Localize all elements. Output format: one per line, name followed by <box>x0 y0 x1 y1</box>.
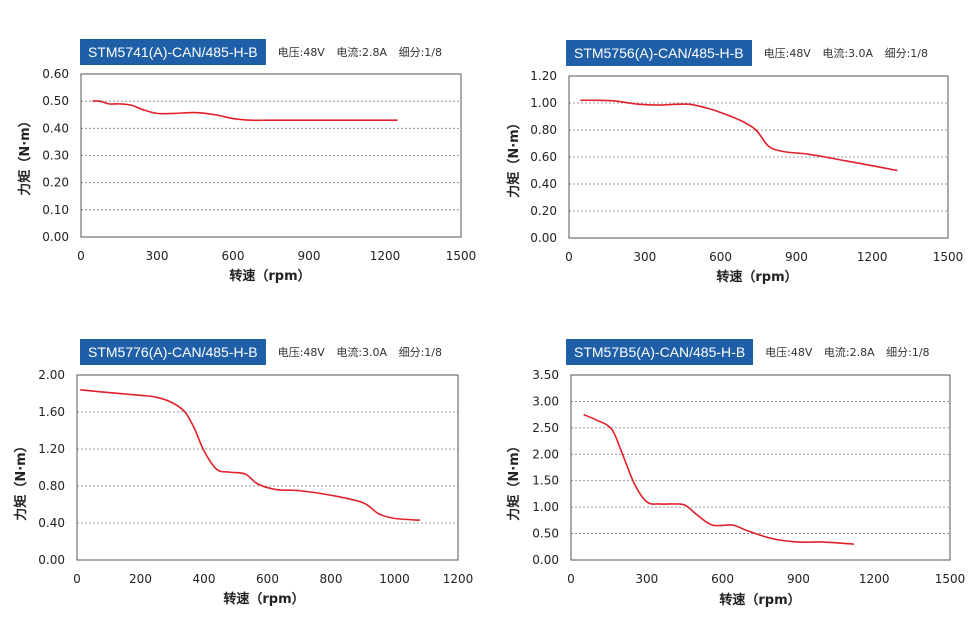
y-axis-title: 力矩（N·m） <box>17 114 33 195</box>
y-tick-label: 0.80 <box>38 479 65 493</box>
voltage-spec: 电压:48V <box>765 346 813 359</box>
y-axis-title: 力矩（N·m） <box>506 439 522 520</box>
y-tick-label: 1.00 <box>532 500 559 514</box>
torque-curve <box>580 99 898 172</box>
x-axis-title: 转速（rpm） <box>716 269 797 285</box>
y-tick-label: 0.20 <box>530 204 557 218</box>
model-label: STM5756(A)-CAN/485-H-B <box>566 40 752 66</box>
x-tick-label: 600 <box>256 572 279 586</box>
y-tick-label: 1.50 <box>532 474 559 488</box>
x-tick-label: 300 <box>146 249 169 263</box>
microstep-spec: 细分:1/8 <box>398 46 442 59</box>
x-tick-label: 1500 <box>933 250 964 264</box>
chart-header-1: STM5741(A)-CAN/485-H-B 电压:48V 电流:2.8A 细分… <box>80 39 450 65</box>
y-tick-label: 1.00 <box>530 96 557 110</box>
voltage-spec: 电压:48V <box>763 47 811 60</box>
y-axis-title: 力矩（N·m） <box>13 439 29 520</box>
y-tick-label: 2.00 <box>532 447 559 461</box>
chart-header-2: STM5756(A)-CAN/485-H-B 电压:48V 电流:3.0A 细分… <box>566 40 936 66</box>
plot-area <box>80 73 462 238</box>
y-tick-label: 0.40 <box>38 516 65 530</box>
x-tick-label: 400 <box>193 572 216 586</box>
y-tick-label: 0.00 <box>42 230 69 244</box>
y-tick-label: 3.00 <box>532 394 559 408</box>
x-tick-label: 900 <box>785 250 808 264</box>
chart-header-3: STM5776(A)-CAN/485-H-B 电压:48V 电流:3.0A 细分… <box>80 339 450 365</box>
y-tick-label: 0.00 <box>38 553 65 567</box>
x-tick-label: 800 <box>320 572 343 586</box>
chart-header-4: STM57B5(A)-CAN/485-H-B 电压:48V 电流:2.8A 细分… <box>566 339 938 365</box>
spec-text: 电压:48V 电流:3.0A 细分:1/8 <box>764 45 936 61</box>
y-tick-label: 0.60 <box>530 150 557 164</box>
y-tick-label: 0.10 <box>42 203 69 217</box>
model-label: STM5741(A)-CAN/485-H-B <box>80 39 266 65</box>
plot-area <box>76 374 459 561</box>
current-spec: 电流:3.0A <box>336 346 388 359</box>
y-tick-label: 0.20 <box>42 176 69 190</box>
y-tick-label: 1.60 <box>38 405 65 419</box>
x-tick-label: 900 <box>787 572 810 586</box>
torque-curve <box>80 389 420 522</box>
torque-curve <box>92 100 398 122</box>
current-spec: 电流:3.0A <box>822 47 874 60</box>
y-tick-label: 0.80 <box>530 123 557 137</box>
x-axis-title: 转速（rpm） <box>719 592 800 608</box>
x-tick-label: 600 <box>709 250 732 264</box>
spec-text: 电压:48V 电流:2.8A 细分:1/8 <box>278 44 450 60</box>
x-tick-label: 1500 <box>935 572 966 586</box>
y-tick-label: 0.50 <box>42 94 69 108</box>
y-tick-label: 0.50 <box>532 527 559 541</box>
y-tick-label: 0.00 <box>532 553 559 567</box>
plot-area <box>570 374 951 561</box>
x-tick-label: 600 <box>222 249 245 263</box>
x-tick-label: 0 <box>73 572 81 586</box>
x-tick-label: 0 <box>77 249 85 263</box>
voltage-spec: 电压:48V <box>277 46 325 59</box>
torque-curve <box>583 413 855 545</box>
x-tick-label: 1200 <box>370 249 401 263</box>
y-tick-label: 2.00 <box>38 368 65 382</box>
y-tick-label: 0.00 <box>530 231 557 245</box>
x-tick-label: 300 <box>633 250 656 264</box>
y-tick-label: 1.20 <box>38 442 65 456</box>
y-tick-label: 0.40 <box>42 121 69 135</box>
current-spec: 电流:2.8A <box>336 46 388 59</box>
y-tick-label: 1.20 <box>530 69 557 83</box>
voltage-spec: 电压:48V <box>277 346 325 359</box>
x-tick-label: 900 <box>298 249 321 263</box>
plot-area <box>568 75 949 239</box>
x-tick-label: 0 <box>567 572 575 586</box>
model-label: STM57B5(A)-CAN/485-H-B <box>566 339 754 365</box>
y-tick-label: 0.30 <box>42 149 69 163</box>
current-spec: 电流:2.8A <box>823 346 875 359</box>
microstep-spec: 细分:1/8 <box>398 346 442 359</box>
x-axis-title: 转速（rpm） <box>223 591 304 607</box>
spec-text: 电压:48V 电流:2.8A 细分:1/8 <box>765 344 937 360</box>
x-tick-label: 0 <box>565 250 573 264</box>
y-tick-label: 0.60 <box>42 67 69 81</box>
microstep-spec: 细分:1/8 <box>886 346 930 359</box>
x-tick-label: 1200 <box>443 572 474 586</box>
x-tick-label: 1000 <box>379 572 410 586</box>
microstep-spec: 细分:1/8 <box>884 47 928 60</box>
x-axis-title: 转速（rpm） <box>229 268 310 284</box>
x-tick-label: 1200 <box>859 572 890 586</box>
y-axis-title: 力矩（N·m） <box>506 116 522 197</box>
y-tick-label: 3.50 <box>532 368 559 382</box>
x-tick-label: 600 <box>711 572 734 586</box>
x-tick-label: 1200 <box>857 250 888 264</box>
x-tick-label: 200 <box>129 572 152 586</box>
y-tick-label: 2.50 <box>532 421 559 435</box>
model-label: STM5776(A)-CAN/485-H-B <box>80 339 266 365</box>
y-tick-label: 0.40 <box>530 177 557 191</box>
spec-text: 电压:48V 电流:3.0A 细分:1/8 <box>278 344 450 360</box>
x-tick-label: 1500 <box>446 249 477 263</box>
x-tick-label: 300 <box>635 572 658 586</box>
